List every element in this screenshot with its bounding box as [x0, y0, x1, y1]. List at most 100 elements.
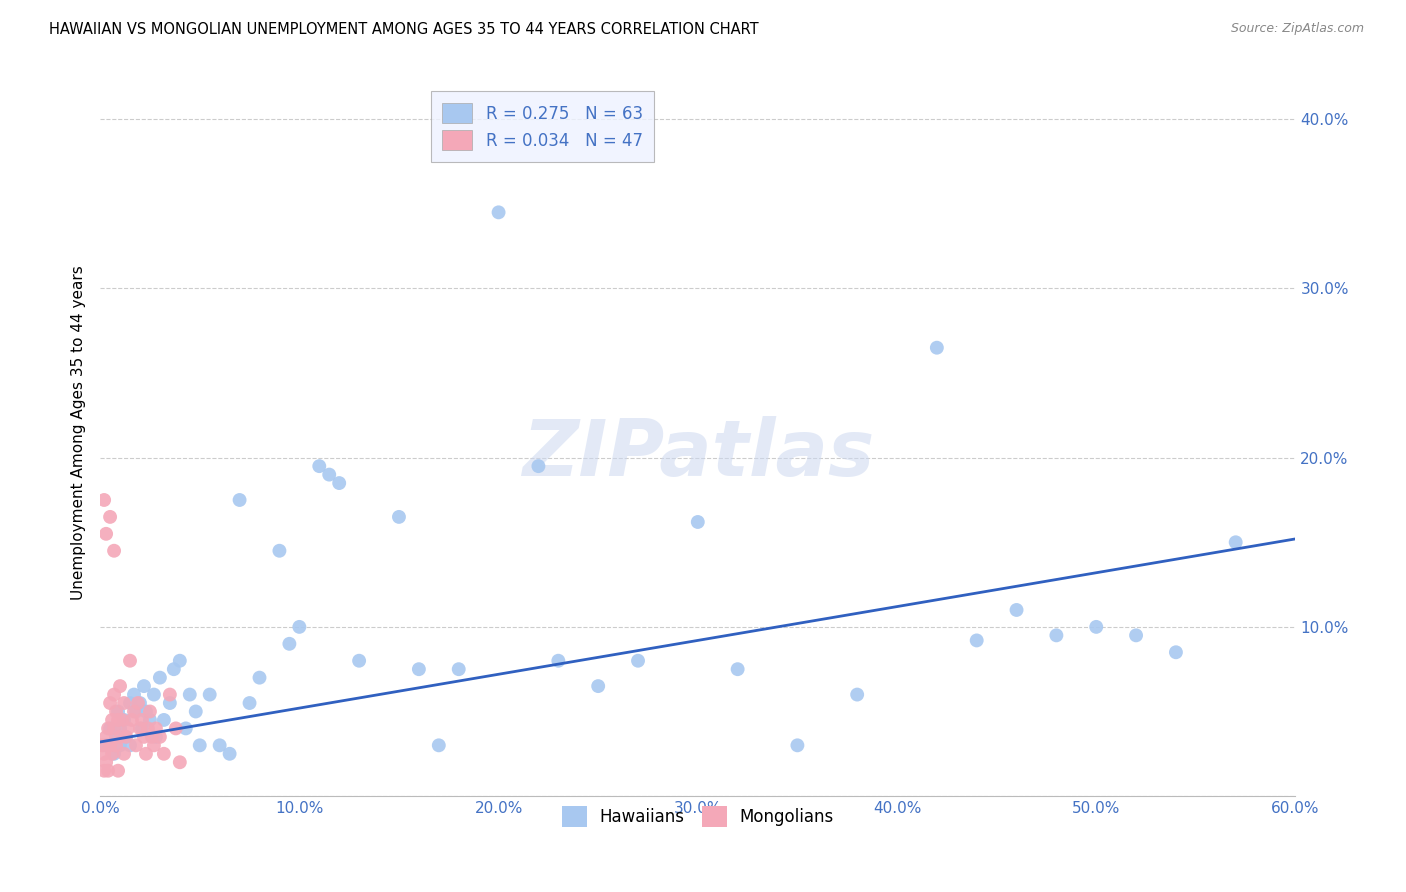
Point: [142, 739, 165, 753]
Point: [93, 747, 115, 761]
Point: [108, 722, 131, 736]
Point: [238, 696, 260, 710]
Point: [94, 730, 117, 744]
Point: [139, 705, 162, 719]
Point: [165, 722, 187, 736]
Point: [145, 730, 167, 744]
Point: [101, 713, 124, 727]
Point: [188, 739, 211, 753]
Point: [108, 730, 131, 744]
Point: [98, 739, 121, 753]
Legend: Hawaiians, Mongolians: Hawaiians, Mongolians: [553, 798, 842, 835]
Point: [132, 679, 155, 693]
Point: [288, 620, 311, 634]
Point: [153, 747, 176, 761]
Point: [686, 515, 709, 529]
Point: [122, 705, 145, 719]
Point: [149, 671, 172, 685]
Point: [115, 730, 138, 744]
Point: [786, 739, 808, 753]
Point: [98, 696, 121, 710]
Point: [136, 722, 159, 736]
Point: [132, 730, 155, 744]
Point: [118, 739, 141, 753]
Point: [1125, 628, 1147, 642]
Point: [153, 713, 176, 727]
Point: [131, 713, 153, 727]
Point: [846, 688, 869, 702]
Point: [179, 688, 201, 702]
Point: [122, 688, 145, 702]
Point: [108, 739, 131, 753]
Point: [112, 747, 135, 761]
Text: Source: ZipAtlas.com: Source: ZipAtlas.com: [1230, 22, 1364, 36]
Point: [184, 705, 207, 719]
Point: [103, 722, 125, 736]
Point: [93, 493, 115, 508]
Point: [249, 671, 271, 685]
Point: [269, 543, 291, 558]
Text: ZIPatlas: ZIPatlas: [522, 417, 875, 492]
Point: [142, 688, 165, 702]
Point: [586, 679, 609, 693]
Point: [925, 341, 948, 355]
Point: [218, 747, 240, 761]
Point: [97, 722, 120, 736]
Point: [169, 654, 191, 668]
Point: [103, 747, 125, 761]
Point: [129, 722, 152, 736]
Point: [105, 730, 128, 744]
Point: [135, 747, 157, 761]
Point: [118, 696, 141, 710]
Point: [427, 739, 450, 753]
Point: [127, 696, 149, 710]
Point: [111, 713, 134, 727]
Point: [1045, 628, 1067, 642]
Point: [93, 764, 115, 778]
Point: [125, 739, 148, 753]
Point: [447, 662, 470, 676]
Point: [103, 688, 125, 702]
Point: [149, 730, 172, 744]
Point: [98, 722, 121, 736]
Point: [112, 713, 135, 727]
Point: [966, 633, 988, 648]
Point: [115, 730, 138, 744]
Point: [228, 493, 250, 508]
Y-axis label: Unemployment Among Ages 35 to 44 years: Unemployment Among Ages 35 to 44 years: [72, 265, 86, 599]
Point: [141, 730, 163, 744]
Point: [107, 713, 129, 727]
Point: [308, 459, 330, 474]
Point: [159, 696, 181, 710]
Point: [727, 662, 749, 676]
Point: [125, 705, 148, 719]
Point: [627, 654, 650, 668]
Point: [408, 662, 430, 676]
Point: [105, 705, 128, 719]
Point: [131, 722, 153, 736]
Point: [94, 756, 117, 770]
Point: [145, 722, 167, 736]
Point: [328, 476, 350, 491]
Point: [1005, 603, 1028, 617]
Point: [97, 764, 120, 778]
Point: [105, 739, 128, 753]
Point: [278, 637, 301, 651]
Point: [103, 543, 125, 558]
Text: HAWAIIAN VS MONGOLIAN UNEMPLOYMENT AMONG AGES 35 TO 44 YEARS CORRELATION CHART: HAWAIIAN VS MONGOLIAN UNEMPLOYMENT AMONG…: [49, 22, 759, 37]
Point: [159, 688, 181, 702]
Point: [388, 509, 411, 524]
Point: [1225, 535, 1247, 549]
Point: [112, 696, 135, 710]
Point: [163, 662, 186, 676]
Point: [94, 526, 117, 541]
Point: [91, 739, 114, 753]
Point: [208, 739, 231, 753]
Point: [488, 205, 510, 219]
Point: [121, 713, 143, 727]
Point: [527, 459, 550, 474]
Point: [174, 722, 197, 736]
Point: [135, 705, 157, 719]
Point: [139, 713, 162, 727]
Point: [108, 679, 131, 693]
